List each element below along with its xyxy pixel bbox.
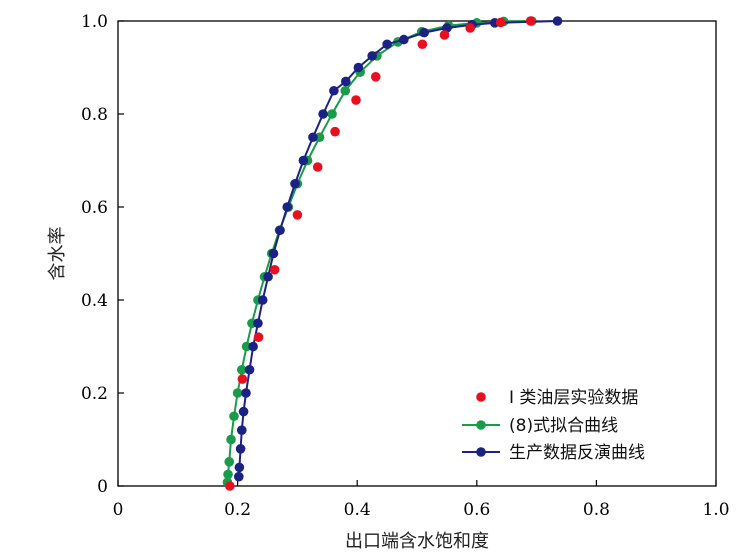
series-2 — [233, 16, 563, 482]
data-point — [318, 109, 328, 119]
y-tick-label: 0.8 — [81, 105, 108, 125]
data-point — [419, 27, 429, 38]
legend-marker — [476, 392, 486, 402]
series-0 — [225, 16, 536, 491]
x-tick-label: 0.6 — [463, 500, 490, 520]
y-tick-label: 0.6 — [81, 198, 108, 218]
y-tick-label: 1.0 — [81, 12, 108, 32]
x-tick-label: 0.2 — [224, 500, 251, 520]
data-point — [233, 471, 244, 482]
data-point — [439, 30, 450, 40]
plot-frame — [117, 20, 717, 487]
data-point — [552, 16, 563, 26]
y-axis-label: 含水率 — [47, 227, 68, 281]
data-point — [234, 462, 245, 473]
data-point — [224, 457, 235, 467]
data-point — [232, 388, 243, 398]
data-point — [235, 444, 246, 454]
data-point — [367, 51, 377, 61]
data-point — [269, 264, 280, 275]
data-point — [241, 388, 251, 398]
data-point — [290, 178, 300, 189]
data-point — [417, 39, 428, 50]
data-point — [223, 469, 233, 480]
data-point — [465, 23, 476, 33]
legend-item: 生产数据反演曲线 — [462, 443, 645, 463]
data-point — [229, 411, 239, 422]
data-point — [370, 72, 381, 82]
x-axis-label: 出口端含水饱和度 — [345, 531, 489, 552]
data-point — [399, 34, 409, 45]
legend-label: (8)式拟合曲线 — [509, 416, 618, 436]
data-point — [236, 364, 247, 375]
legend-label: I 类油层实验数据 — [509, 388, 638, 408]
data-point — [257, 295, 268, 305]
legend-item: I 类油层实验数据 — [476, 388, 638, 408]
data-point — [292, 210, 303, 220]
legend-marker — [476, 447, 486, 457]
data-point — [238, 406, 249, 417]
data-point — [308, 132, 318, 143]
data-point — [341, 76, 351, 87]
data-point — [225, 481, 235, 491]
data-point — [525, 16, 536, 26]
axes: 0 0.2 0.4 0.6 0.8 1.0 0 0.2 0.4 0.6 0.8 1.0 — [81, 12, 730, 520]
data-point — [329, 85, 339, 96]
y-tick-label: 0 — [97, 477, 108, 497]
data-point — [282, 202, 293, 212]
legend-label: 生产数据反演曲线 — [509, 443, 645, 463]
data-point — [327, 109, 337, 119]
x-tick-label: 1.0 — [702, 500, 729, 520]
series-layer — [222, 16, 563, 491]
data-point — [248, 341, 258, 352]
data-point — [263, 271, 273, 282]
y-tick-label: 0.2 — [81, 384, 108, 404]
data-point — [226, 434, 236, 445]
data-point — [275, 225, 285, 236]
data-point — [330, 126, 340, 137]
data-point — [253, 332, 264, 343]
series-line — [237, 20, 558, 477]
data-point — [382, 39, 392, 50]
legend-item: (8)式拟合曲线 — [462, 416, 618, 436]
data-point — [237, 374, 248, 384]
data-point — [314, 132, 325, 143]
data-point — [353, 62, 364, 73]
data-point — [312, 162, 323, 172]
data-point — [340, 85, 351, 96]
y-tick-label: 0.4 — [81, 291, 108, 311]
x-tick-label: 0.4 — [344, 500, 371, 520]
data-point — [236, 425, 247, 436]
data-point — [351, 95, 361, 105]
legend-marker — [476, 420, 486, 430]
data-point — [253, 318, 263, 329]
data-point — [268, 248, 279, 259]
x-tick-label: 0.8 — [583, 500, 610, 520]
data-point — [241, 341, 252, 352]
data-point — [244, 364, 255, 375]
x-tick-label: 0 — [113, 500, 124, 520]
data-point — [495, 17, 506, 28]
data-point — [298, 155, 309, 166]
